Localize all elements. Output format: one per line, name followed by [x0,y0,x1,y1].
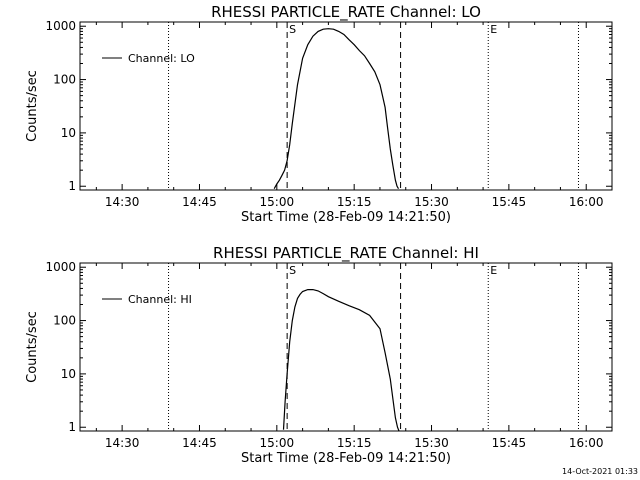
y-tick-label: 1 [68,420,76,434]
x-tick-label: 15:45 [492,195,527,209]
x-tick-label: 14:30 [105,195,140,209]
plot-frame [79,21,613,191]
x-tick-label: 15:30 [414,436,449,450]
legend-label: Channel: LO [128,52,195,65]
y-axis-label: Counts/sec [25,311,40,383]
chart-panel-2: RHESSI PARTICLE_RATE Channel: HIS E 14:30 1… [25,244,613,466]
chart-title: RHESSI PARTICLE_RATE Channel: HI [213,244,479,263]
y-tick-label: 1000 [45,260,76,274]
chart-title: RHESSI PARTICLE_RATE Channel: LO [211,3,481,22]
marker-label: S [289,264,296,277]
x-tick-label: 15:30 [414,195,449,209]
marker-label: E [490,264,497,277]
x-tick-label: 15:15 [337,436,372,450]
y-tick-label: 10 [61,126,76,140]
marker-label: S [289,23,296,36]
x-axis-label: Start Time (28-Feb-09 14:21:50) [241,451,451,466]
series-line-channel-lo [273,28,400,190]
y-tick-label: 1000 [45,19,76,33]
x-axis-label: Start Time (28-Feb-09 14:21:50) [241,210,451,225]
x-tick-label: 15:00 [260,195,295,209]
x-tick-label: 15:15 [337,195,372,209]
chart-panel-1: RHESSI PARTICLE_RATE Channel: LOS E 14:30 1… [25,3,613,225]
y-tick-label: 10 [61,367,76,381]
x-tick-label: 14:45 [182,195,217,209]
x-tick-label: 14:30 [105,436,140,450]
marker-label: E [490,23,497,36]
y-tick-label: 100 [53,314,76,328]
x-tick-label: 15:00 [260,436,295,450]
x-tick-label: 15:45 [492,436,527,450]
y-tick-label: 100 [53,73,76,87]
timestamp-label: 14-Oct-2021 01:33 [562,467,638,476]
y-tick-label: 1 [68,179,76,193]
x-tick-label: 16:00 [569,436,604,450]
x-tick-label: 16:00 [569,195,604,209]
x-tick-label: 14:45 [182,436,217,450]
legend-label: Channel: HI [128,293,192,306]
series-line-channel-hi [282,289,400,432]
plot-frame [79,262,613,432]
y-axis-label: Counts/sec [25,70,40,142]
